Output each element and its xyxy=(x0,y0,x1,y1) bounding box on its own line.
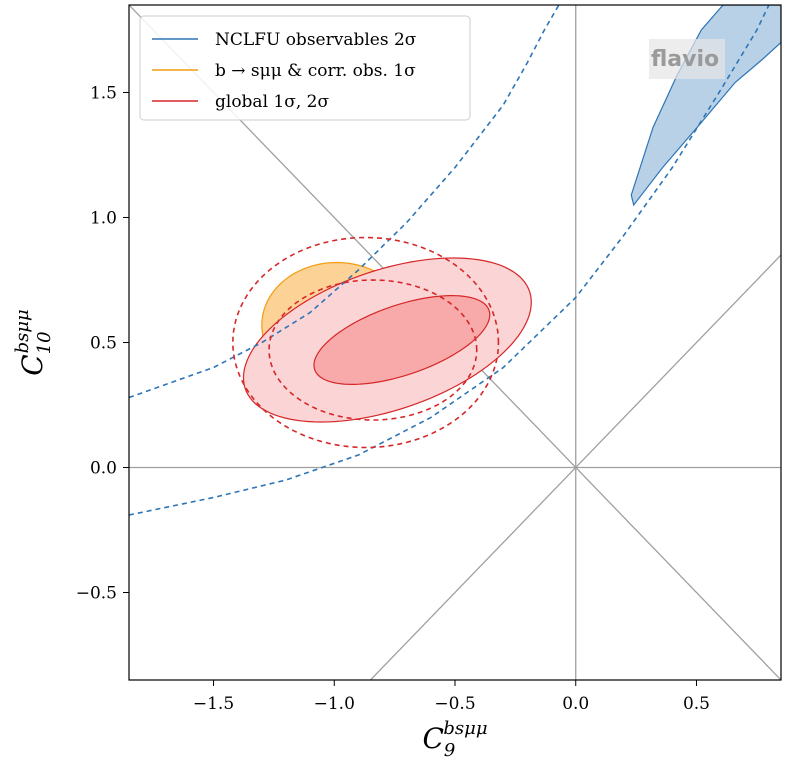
x-tick-label: 0.5 xyxy=(683,694,710,714)
y-tick-label: 0.5 xyxy=(90,334,117,354)
y-axis-title: C10bsμμ xyxy=(12,309,55,376)
y-tick-label: −0.5 xyxy=(76,584,117,604)
x-axis-title-base: C xyxy=(422,722,443,755)
legend-label-2: b → sμμ & corr. obs. 1σ xyxy=(215,61,416,81)
legend-box xyxy=(139,15,471,121)
watermark-background xyxy=(649,39,725,79)
svg-text:C9bsμμ: C9bsμμ xyxy=(422,718,487,761)
series-global-1 xyxy=(313,295,491,385)
y-axis-title-sub: 10 xyxy=(34,331,55,354)
y-tick-label: 0.0 xyxy=(90,459,117,479)
x-tick-label: 0.0 xyxy=(562,694,589,714)
axis-ticks: −1.5 −1.0 −0.5 0.0 0.5 −0.5 0.0 0.5 1.0 1.5 xyxy=(76,84,710,715)
series-nclfu-dashed-band-lower xyxy=(129,5,770,516)
x-tick-label: −1.5 xyxy=(193,694,234,714)
legend: NCLFU observables 2σ b → sμμ & corr. obs.… xyxy=(139,15,471,121)
watermark-text: flavio xyxy=(651,47,719,72)
series-global-dashed-1-alt xyxy=(268,279,478,421)
reference-line-diagonal-c9-eq-c10 xyxy=(370,254,781,680)
x-axis-title-sup: bsμμ xyxy=(443,718,487,739)
svg-text:C10bsμμ: C10bsμμ xyxy=(12,309,55,376)
y-tick-label: 1.5 xyxy=(90,84,117,104)
x-tick-label: −0.5 xyxy=(434,694,475,714)
x-axis-title-sub: 9 xyxy=(444,740,455,761)
y-axis-title-base: C xyxy=(16,354,49,375)
series-global-dashed-2-alt xyxy=(232,236,500,449)
x-tick-label: −1.0 xyxy=(314,694,355,714)
legend-label-3: global 1σ, 2σ xyxy=(215,92,329,112)
flavio-watermark: flavio xyxy=(649,39,725,79)
y-tick-label: 1.0 xyxy=(90,209,117,229)
y-axis-title-sup: bsμμ xyxy=(12,309,33,353)
x-axis-title: C9bsμμ xyxy=(422,718,487,761)
legend-label-1: NCLFU observables 2σ xyxy=(215,30,417,50)
